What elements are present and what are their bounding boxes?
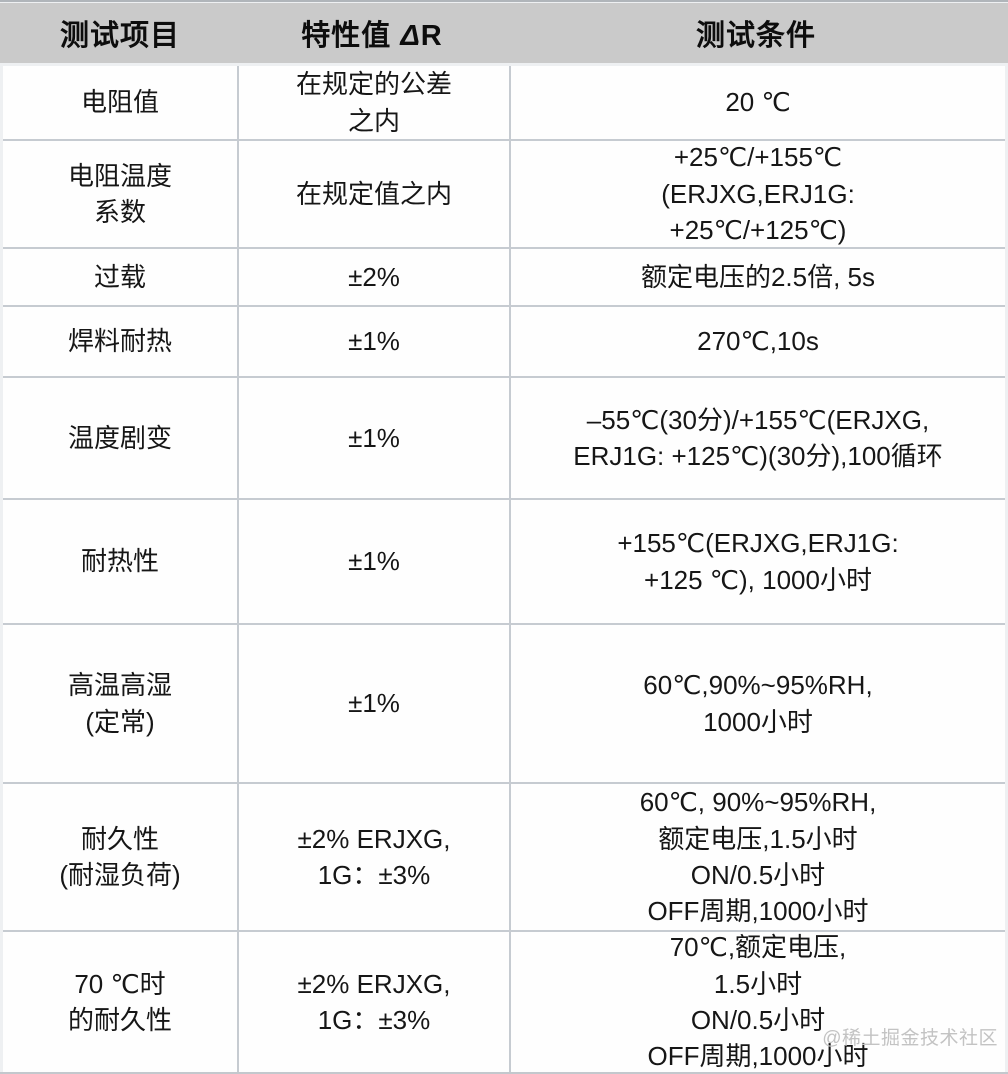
header-test-condition: 测试条件 — [695, 20, 816, 52]
cell-item-humidity: 高温高湿 (定常) — [3, 625, 237, 782]
cell-condition-overload: 额定电压的2.5倍, 5s — [511, 249, 1005, 305]
cell-value-solder-heat: ±1% — [239, 307, 509, 376]
cell-value-overload: ±2% — [239, 249, 509, 305]
cell-value-endurance-70c: ±2% ERJXG, 1G：±3% — [239, 932, 509, 1072]
header-characteristic-prefix: 特性值 — [301, 20, 401, 52]
table-body: 电阻值 在规定的公差 之内 20 ℃ 电阻温度 系数 在规定值之内 +25℃/+… — [3, 66, 1005, 1072]
cell-item-solder-heat: 焊料耐热 — [3, 307, 237, 376]
cell-condition-tcr: +25℃/+155℃ (ERJXG,ERJ1G: +25℃/+125℃) — [511, 141, 1005, 247]
cell-condition-resistance: 20 ℃ — [511, 66, 1005, 139]
cell-condition-endurance-70c: 70℃,额定电压, 1.5小时 ON/0.5小时 OFF周期,1000小时 — [511, 932, 1005, 1072]
cell-value-thermal-shock: ±1% — [239, 378, 509, 498]
cell-condition-solder-heat: 270℃,10s — [511, 307, 1005, 376]
table-header-row: 测试项目 特性值 ΔR 测试条件 — [0, 3, 1008, 63]
cell-value-heat-resistance: ±1% — [239, 500, 509, 623]
header-characteristic-suffix: R — [420, 20, 443, 52]
cell-item-resistance: 电阻值 — [3, 66, 237, 139]
cell-condition-humidity: 60℃,90%~95%RH, 1000小时 — [511, 625, 1005, 782]
delta-symbol: Δ — [400, 20, 421, 52]
header-characteristic-value: 特性值 ΔR — [237, 12, 507, 54]
cell-item-endurance-humidity-load: 耐久性 (耐湿负荷) — [3, 784, 237, 930]
cell-value-endurance-humidity-load: ±2% ERJXG, 1G：±3% — [239, 784, 509, 930]
cell-value-humidity: ±1% — [239, 625, 509, 782]
cell-item-heat-resistance: 耐热性 — [3, 500, 237, 623]
cell-condition-thermal-shock: –55℃(30分)/+155℃(ERJXG, ERJ1G: +125℃)(30分… — [511, 378, 1005, 498]
cell-item-tcr: 电阻温度 系数 — [3, 141, 237, 247]
cell-item-endurance-70c: 70 ℃时 的耐久性 — [3, 932, 237, 1072]
cell-item-overload: 过载 — [3, 249, 237, 305]
cell-item-thermal-shock: 温度剧变 — [3, 378, 237, 498]
header-test-item: 测试项目 — [59, 20, 180, 52]
cell-value-tcr: 在规定值之内 — [239, 141, 509, 247]
cell-value-resistance: 在规定的公差 之内 — [239, 66, 509, 139]
cell-condition-heat-resistance: +155℃(ERJXG,ERJ1G: +125 ℃), 1000小时 — [511, 500, 1005, 623]
cell-condition-endurance-humidity-load: 60℃, 90%~95%RH, 额定电压,1.5小时 ON/0.5小时 OFF周… — [511, 784, 1005, 930]
